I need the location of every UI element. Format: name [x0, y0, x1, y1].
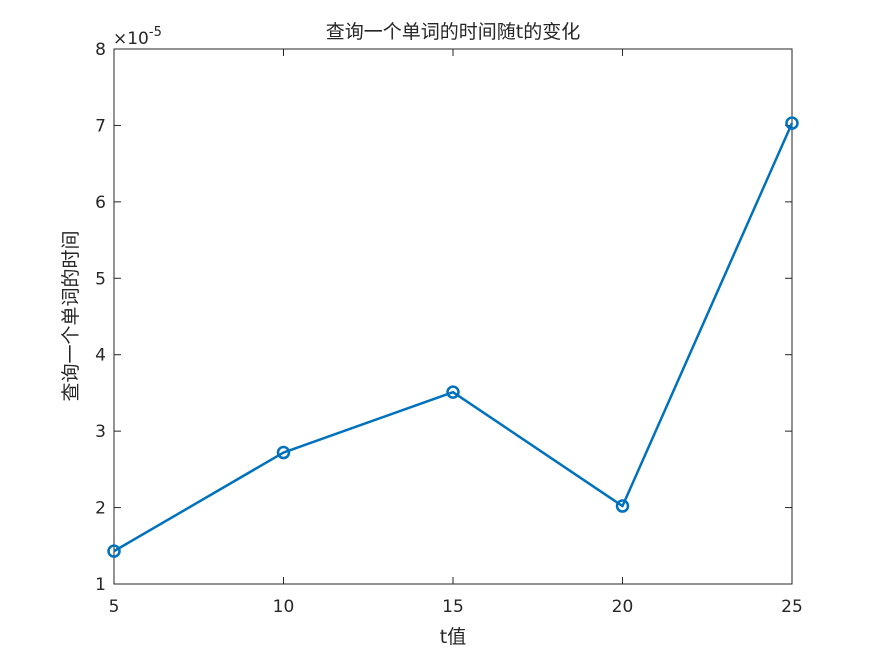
data-point-marker — [107, 544, 121, 558]
y-tick-label: 5 — [95, 269, 106, 289]
data-point-marker — [615, 499, 630, 513]
series-layer — [107, 116, 799, 558]
y-exponent-label: ×10-5 — [113, 25, 162, 49]
y-tick-label: 3 — [95, 422, 106, 442]
y-tick-label: 4 — [95, 346, 106, 366]
x-tick-label: 15 — [442, 597, 464, 617]
data-point-marker — [446, 385, 460, 399]
y-tick-label: 1 — [95, 575, 106, 595]
x-tick-label: 5 — [109, 597, 120, 617]
y-tick-label: 2 — [95, 499, 106, 519]
x-tick-label: 10 — [273, 597, 295, 617]
y-exponent-base: ×10 — [113, 29, 149, 49]
plot-box — [113, 48, 793, 585]
data-point-marker — [276, 445, 291, 460]
data-point-marker — [785, 116, 799, 130]
x-tick-label: 25 — [781, 597, 803, 617]
chart-title: 查询一个单词的时间随t的变化 — [326, 21, 580, 43]
y-exponent-power: -5 — [149, 25, 162, 40]
y-tick-label: 6 — [95, 193, 106, 213]
y-tick-label: 8 — [95, 40, 106, 60]
x-axis-title: t值 — [440, 626, 466, 648]
y-tick-label: 7 — [95, 116, 106, 136]
x-tick-label: 20 — [612, 597, 634, 617]
series-line — [113, 122, 794, 553]
axes: 5 10 15 20 25 1 2 3 4 5 6 7 8 — [95, 40, 803, 617]
y-axis-title: 查询一个单词的时间 — [60, 230, 82, 401]
